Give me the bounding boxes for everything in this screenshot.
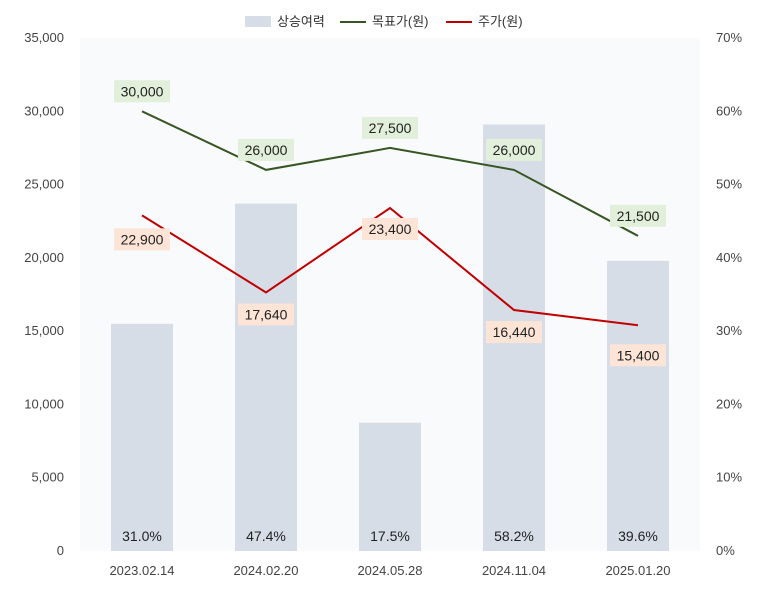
line-label-bg <box>486 138 542 161</box>
line-label: 27,500 <box>369 120 412 136</box>
legend: 상승여력 목표가(원) 주가(원) <box>245 14 523 29</box>
x-tick: 2024.02.20 <box>233 563 298 578</box>
line-label: 15,400 <box>617 347 660 363</box>
line-label-bg <box>486 321 542 344</box>
y-right-tick: 50% <box>716 177 742 192</box>
line-label: 22,900 <box>121 231 164 247</box>
y-right-tick: 60% <box>716 103 742 118</box>
bar <box>111 323 173 551</box>
y-right-tick: 30% <box>716 323 742 338</box>
legend-label: 목표가(원) <box>372 14 429 29</box>
y-right-tick: 10% <box>716 470 742 485</box>
y-left-tick: 10,000 <box>24 396 64 411</box>
line <box>141 110 639 237</box>
line-label-bg <box>238 138 294 161</box>
line-label: 21,500 <box>617 208 660 224</box>
line-label-bg <box>610 204 666 227</box>
line-label-bg <box>238 303 294 326</box>
y-left-tick: 25,000 <box>24 177 64 192</box>
y-right-tick: 70% <box>716 30 742 45</box>
x-tick: 2023.02.14 <box>109 563 174 578</box>
bar <box>235 203 297 551</box>
data-labels: 31.0% 47.4% 17.5% 58.2% 39.6% 30,000 26,000 27,… <box>114 80 666 544</box>
legend-label: 상승여력 <box>277 14 325 29</box>
y-left-tick: 0 <box>57 543 64 558</box>
y-left-tick: 20,000 <box>24 250 64 265</box>
legend-swatch <box>245 16 271 27</box>
bar-label: 17.5% <box>370 528 410 544</box>
line-label-bg <box>610 344 666 367</box>
line-label-bg <box>114 80 170 103</box>
y-right-tick: 0% <box>716 543 735 558</box>
line-label-bg <box>362 116 418 139</box>
line-label: 17,640 <box>245 306 288 322</box>
bar <box>359 422 421 551</box>
x-tick: 2024.11.04 <box>482 563 546 578</box>
y-left-tick: 15,000 <box>24 323 64 338</box>
y-right-tick: 40% <box>716 250 742 265</box>
bar-label: 58.2% <box>494 528 534 544</box>
line-label: 23,400 <box>369 221 412 237</box>
axes: 0 5,000 10,000 15,000 20,000 25,000 30,000 35,0… <box>24 30 742 578</box>
line-label-bg <box>362 218 418 241</box>
line-series <box>141 110 639 327</box>
y-right-tick: 20% <box>716 396 742 411</box>
bar <box>607 260 669 551</box>
line-label: 16,440 <box>493 324 536 340</box>
line-label: 30,000 <box>121 83 164 99</box>
y-left-tick: 35,000 <box>24 30 64 45</box>
line-label: 26,000 <box>493 142 536 158</box>
x-tick: 2024.05.28 <box>357 563 422 578</box>
x-tick: 2025.01.20 <box>605 563 670 578</box>
bar-label: 47.4% <box>246 528 286 544</box>
legend-label: 주가(원) <box>478 14 523 29</box>
y-left-tick: 30,000 <box>24 103 64 118</box>
line-label-bg <box>114 228 170 251</box>
line <box>141 206 639 327</box>
bar-label: 39.6% <box>618 528 658 544</box>
bar-label: 31.0% <box>122 528 162 544</box>
line-label: 26,000 <box>245 142 288 158</box>
y-left-tick: 5,000 <box>31 470 64 485</box>
